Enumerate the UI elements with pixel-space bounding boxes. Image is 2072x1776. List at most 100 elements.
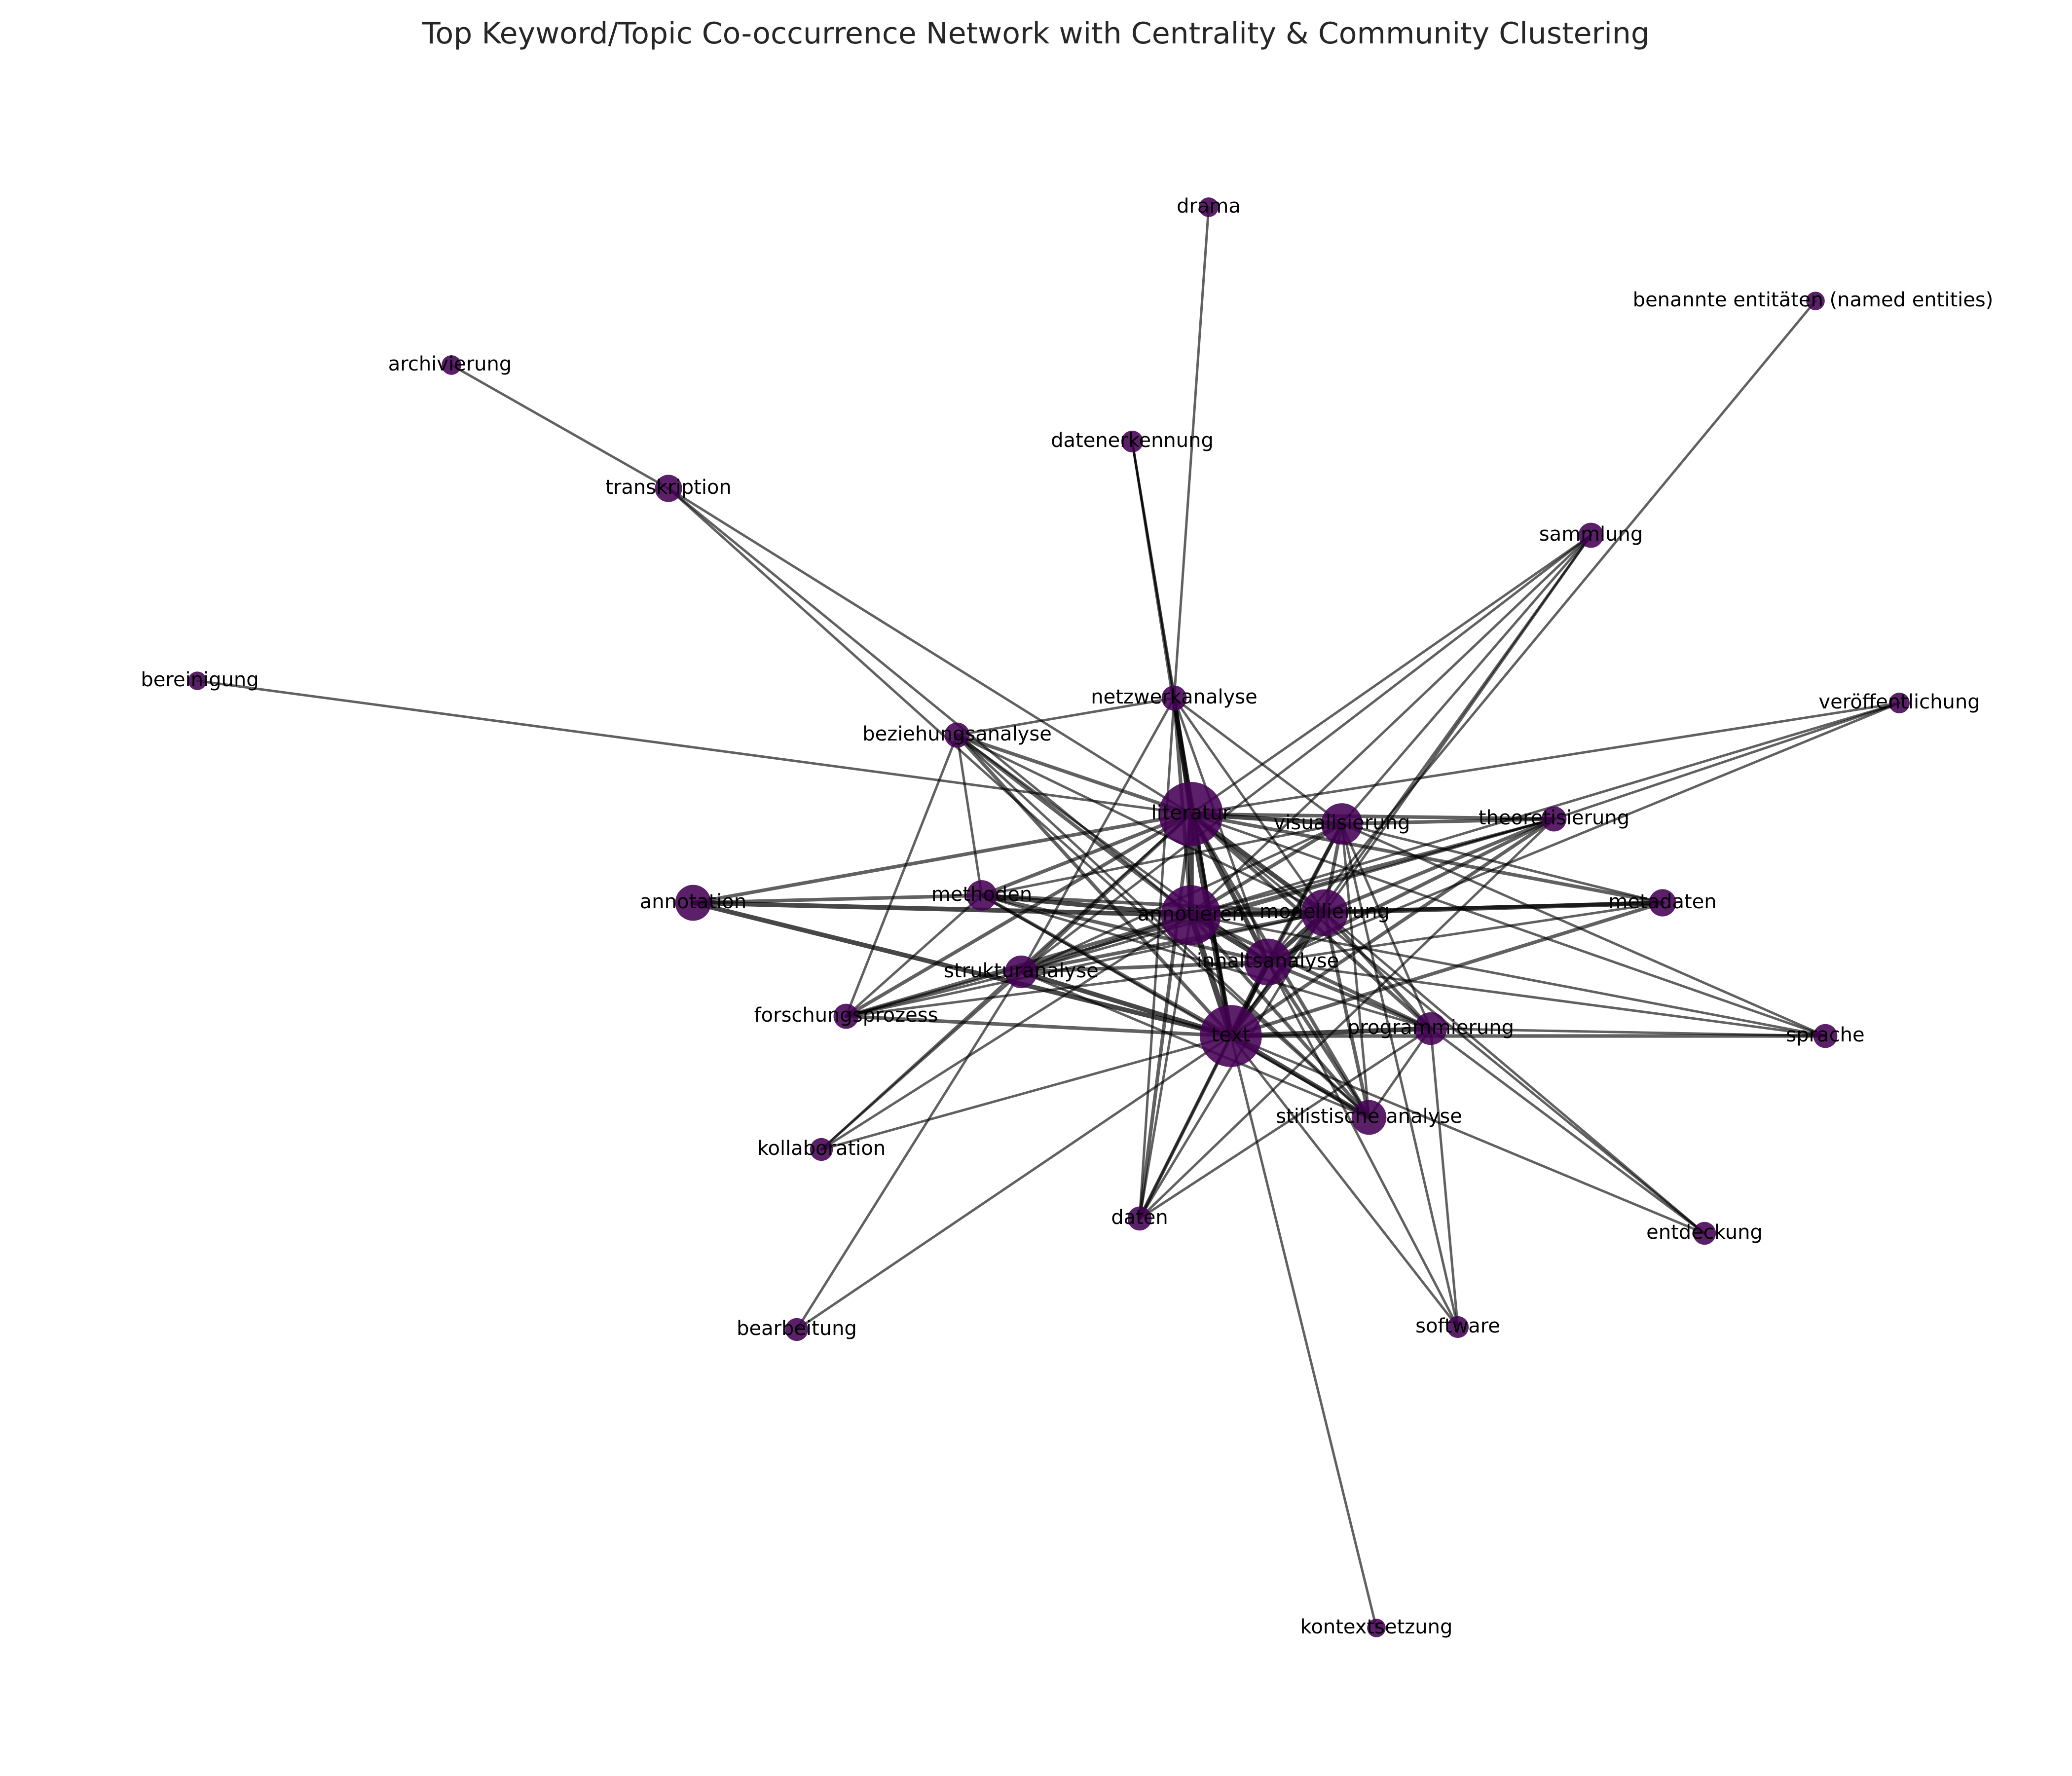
edge-annotieren-beziehungsanalyse [955,733,1193,917]
node-sprache [1813,1024,1838,1048]
node-label-bereinigung: bereinigung [141,668,259,691]
node-archivierung [442,355,461,375]
edge-inhaltsanalyse-stilistische-analyse [1266,960,1371,1119]
edge-visualisierung-software [1340,822,1459,1329]
node-veroeffentlichung [1889,693,1910,713]
node-bearbeitung [785,1318,809,1341]
node-label-beziehungsanalyse: beziehungsanalyse [862,723,1052,745]
node-label-veroeffentlichung: veröffentlichung [1818,691,1980,713]
edge-strukturanalyse-bearbeitung [795,970,1023,1331]
edge-text-kontextsetzung [1229,1035,1378,1629]
edge-literatur-beziehungsanalyse [955,733,1193,816]
edge-annotieren-veroeffentlichung [1189,702,1901,917]
node-label-bearbeitung: bearbeitung [737,1317,857,1340]
edge-annotieren-annotation [691,900,1193,918]
node-literatur [1159,782,1223,846]
edge-inhaltsanalyse-strukturanalyse [1019,960,1270,974]
node-label-text: text [1212,1024,1251,1046]
node-methoden [966,880,997,911]
edge-modellierung-beziehungsanalyse [956,734,1326,914]
edge-text-kollaboration [820,1035,1232,1151]
chart-title: Top Keyword/Topic Co-occurrence Network … [422,16,1650,51]
node-label-forschungsprozess: forschungsprozess [754,1004,938,1027]
node-stilistische-analyse [1351,1100,1387,1135]
edge-literatur-theoretisierung [1189,812,1556,821]
edge-programmierung-daten [1138,1027,1432,1220]
node-label-entdeckung: entdeckung [1646,1221,1763,1244]
edge-inhaltsanalyse-programmierung [1266,960,1433,1031]
node-label-stilistische-analyse: stilistische analyse [1276,1105,1462,1128]
node-drama [1199,197,1219,217]
edge-inhaltsanalyse-netzwerkanalyse [1173,697,1269,963]
edge-strukturanalyse-kollaboration [820,970,1023,1151]
node-label-software: software [1415,1315,1500,1337]
edge-visualisierung-sprache [1340,822,1827,1037]
edge-beziehungsanalyse-stilistische-analyse [956,734,1370,1119]
node-label-transkription: transkription [605,476,732,499]
node-beziehungsanalyse [944,722,970,748]
node-datenerkennung [1121,430,1144,453]
edge-modellierung-methoden [980,893,1327,915]
edge-literatur-annotation [691,812,1193,905]
edge-literatur-entdeckung [1189,813,1706,1235]
edge-modellierung-entdeckung [1323,911,1706,1235]
node-netzwerkanalyse [1161,685,1187,711]
node-layer [188,197,1910,1637]
node-label-kontextsetzung: kontextsetzung [1300,1616,1453,1638]
edge-inhaltsanalyse-sprache [1266,961,1827,1037]
node-visualisierung [1321,803,1363,845]
node-benannte-entitaeten [1806,292,1825,310]
node-label-programmierung: programmierung [1347,1016,1514,1039]
edge-methoden-forschungsprozess [845,894,983,1018]
node-label-sammlung: sammlung [1539,523,1643,546]
node-label-metadaten: metadaten [1608,890,1716,913]
edge-strukturanalyse-netzwerkanalyse [1020,697,1176,973]
edge-transkription-archivierung [450,364,670,490]
edge-theoretisierung-veroeffentlichung [1553,702,1901,820]
edge-programmierung-entdeckung [1429,1027,1706,1235]
edge-visualisierung-metadaten [1340,822,1664,904]
edge-text-theoretisierung [1229,817,1556,1038]
node-software [1446,1316,1469,1338]
node-modellierung [1301,889,1348,936]
node-label-theoretisierung: theoretisierung [1479,807,1629,829]
edge-benannte-entitaeten-inhaltsanalyse [1266,299,1817,963]
node-label-daten: daten [1111,1206,1168,1229]
label-layer: literatur annotieren text modellierung inhal… [141,195,1993,1638]
edge-modellierung-netzwerkanalyse [1173,697,1326,914]
edge-beziehungsanalyse-forschungsprozess [845,734,959,1018]
edge-visualisierung-stilistische-analyse [1340,822,1370,1119]
node-label-strukturanalyse: strukturanalyse [944,960,1099,982]
node-label-inhaltsanalyse: inhaltsanalyse [1197,950,1339,972]
node-label-visualisierung: visualisierung [1274,812,1410,834]
edge-modellierung-forschungsprozess [845,911,1326,1018]
edge-inhaltsanalyse-methoden [980,893,1270,964]
edge-literatur-transkription [667,487,1192,815]
node-label-kollaboration: kollaboration [757,1137,886,1160]
edge-modellierung-stilistische-analyse [1323,911,1371,1119]
edge-visualisierung-programmierung [1340,822,1432,1030]
node-transkription [655,475,682,502]
edge-literatur-sammlung [1189,534,1592,815]
edge-text-beziehungsanalyse [955,733,1233,1038]
edge-annotieren-sammlung [1189,534,1592,917]
edge-literatur-veroeffentlichung [1189,702,1901,815]
edge-methoden-beziehungsanalyse [956,734,983,897]
edge-text-strukturanalyse [1019,969,1233,1038]
node-programmierung [1414,1012,1447,1045]
edge-literatur-metadaten [1189,812,1665,905]
node-label-drama: drama [1177,195,1241,218]
node-kollaboration [810,1138,833,1161]
edge-annotieren-stilistische-analyse [1189,913,1371,1119]
edge-strukturanalyse-stilistische-analyse [1020,970,1370,1119]
edge-text-annotation [691,900,1233,1038]
edge-layer [196,206,1901,1629]
node-text [1200,1005,1262,1067]
edge-netzwerkanalyse-datenerkennung [1131,440,1176,700]
node-annotieren [1161,885,1221,945]
edge-inhaltsanalyse-software [1266,961,1459,1329]
edge-methoden-stilistische-analyse [980,894,1370,1119]
node-label-sprache: sprache [1786,1024,1864,1046]
